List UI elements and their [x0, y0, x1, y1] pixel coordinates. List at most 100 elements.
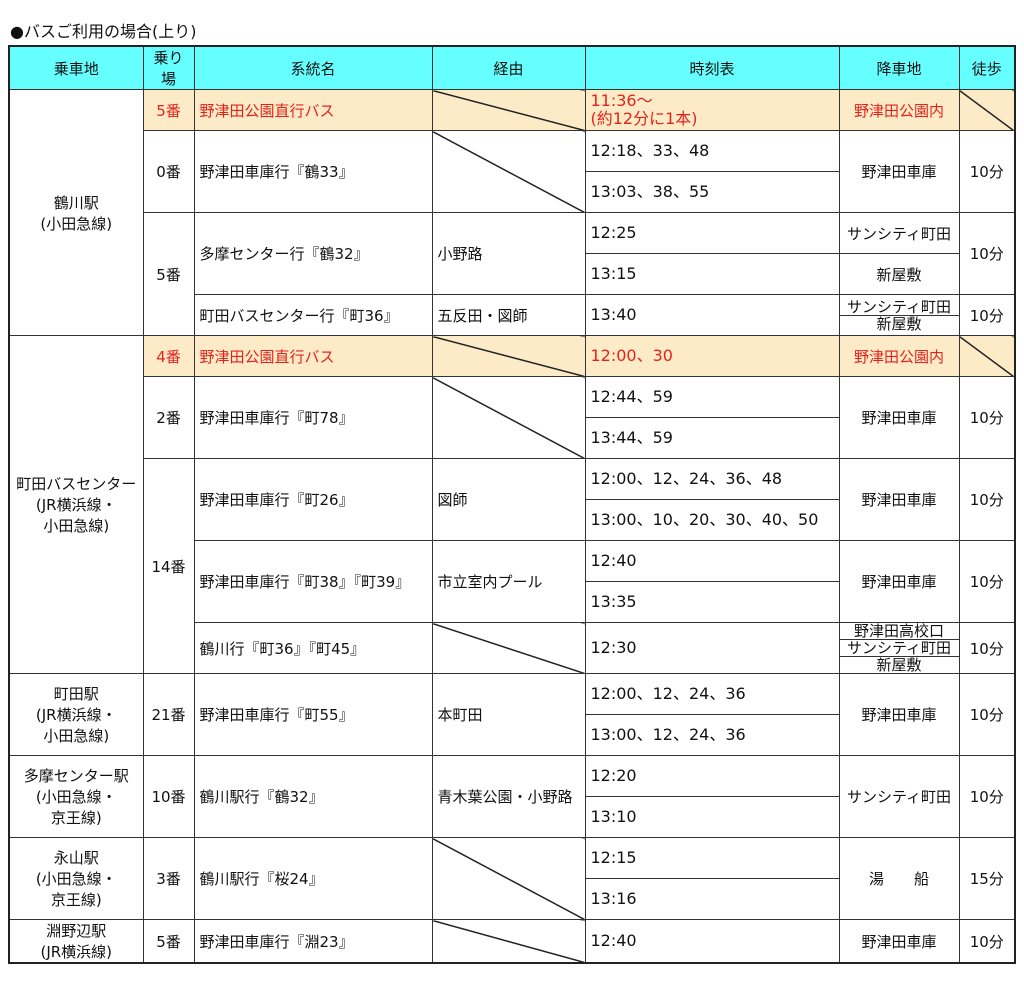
- route-name: 鶴川行『町36』『町45』: [193, 622, 433, 674]
- dropoff-stop: 野津田車庫: [838, 130, 960, 213]
- dropoff-stops: 野津田高校口 サンシティ町田 新屋敷: [838, 622, 960, 674]
- departure-times: 13:15: [584, 253, 840, 295]
- platform-number: 5番: [142, 89, 195, 131]
- via-empty: [431, 335, 586, 377]
- via-stops: 市立室内プール: [431, 540, 586, 623]
- dropoff-stop: 野津田車庫: [838, 919, 960, 964]
- platform-number: 2番: [142, 376, 195, 459]
- dropoff-stop: 野津田公園内: [838, 89, 960, 131]
- walk-time: 10分: [958, 540, 1016, 623]
- route-name: 野津田車庫行『町38』『町39』: [193, 540, 433, 623]
- via-stops: 青木葉公園・小野路: [431, 755, 586, 838]
- dropoff-stop: サンシティ町田: [846, 297, 952, 316]
- table-row: 13:03、38、55: [9, 171, 1015, 213]
- header-row: 乗車地 乗り場 系統名 経由 時刻表 降車地 徒歩: [8, 45, 1016, 90]
- table-row: 町田バスセンター (JR横浜線・ 小田急線) 4番 野津田公園直行バス 12:00、3…: [8, 335, 1016, 674]
- route-name: 多摩センター行『鶴32』: [193, 212, 433, 295]
- departure-times: 12:18、33、48: [584, 130, 840, 172]
- dropoff-stop: サンシティ町田: [840, 639, 958, 656]
- platform-number: 5番: [142, 212, 195, 336]
- departure-times: 13:40: [584, 294, 840, 336]
- departure-times: 12:25: [584, 212, 840, 254]
- walk-time: 10分: [958, 673, 1016, 756]
- column-header: 経由: [431, 45, 586, 90]
- walk-time: 10分: [958, 376, 1016, 459]
- via-empty: [431, 89, 586, 131]
- table-row: 13:00、12、24、36: [9, 714, 1015, 756]
- dropoff-stop: 新屋敷: [840, 314, 958, 332]
- walk-time: 10分: [958, 755, 1016, 838]
- departure-times: 13:00、10、20、30、40、50: [584, 499, 840, 541]
- column-header: 乗り場: [142, 45, 195, 90]
- departure-times: 12:44、59: [584, 376, 840, 418]
- route-name: 鶴川駅行『鶴32』: [193, 755, 433, 838]
- station-name: 永山駅 (小田急線・ 京王線): [8, 837, 144, 920]
- route-name: 野津田車庫行『町55』: [193, 673, 433, 756]
- column-header: 系統名: [193, 45, 433, 90]
- route-name: 野津田公園直行バス: [193, 335, 433, 377]
- column-header: 徒歩: [958, 45, 1016, 90]
- walk-empty: [958, 335, 1016, 377]
- dropoff-stop: 野津田車庫: [838, 540, 960, 623]
- departure-times: 12:30: [584, 622, 840, 674]
- dropoff-stop: 野津田車庫: [838, 458, 960, 541]
- platform-number: 10番: [142, 755, 195, 838]
- table-row: 13:16: [9, 878, 1015, 920]
- bus-timetable: 乗車地 乗り場 系統名 経由 時刻表 降車地 徒歩 鶴川駅 (小田急線) 5番 野津田公園直行バ…: [8, 45, 1016, 964]
- route-name: 野津田車庫行『町78』: [193, 376, 433, 459]
- dropoff-stop: 野津田高校口: [853, 622, 944, 640]
- dropoff-stop: サンシティ町田: [838, 755, 960, 838]
- via-empty: [431, 837, 586, 920]
- table-row: 多摩センター駅 (小田急線・ 京王線) 10番 鶴川駅行『鶴32』 青木葉公園・小野路…: [8, 755, 1016, 838]
- table-row: 鶴川駅 (小田急線) 5番 野津田公園直行バス 11:36～ (約12分に1本) 野津田…: [8, 89, 1016, 336]
- table-row: 14番 野津田車庫行『町26』 図師 12:00、12、24、36、48 野津田車庫 10…: [9, 458, 1016, 674]
- via-stops: 五反田・図師: [431, 294, 586, 336]
- platform-number: 14番: [142, 458, 195, 674]
- walk-time: 10分: [958, 919, 1016, 964]
- page-title: ●バスご利用の場合(上り): [10, 22, 197, 41]
- via-empty: [431, 130, 586, 213]
- departure-times: 12:40: [584, 919, 840, 964]
- table-row: 永山駅 (小田急線・ 京王線) 3番 鶴川駅行『桜24』 12:15 湯 船 15分: [8, 837, 1016, 920]
- station-name: 鶴川駅 (小田急線): [8, 89, 144, 336]
- departure-times: 13:35: [584, 581, 840, 623]
- station-name: 淵野辺駅 (JR横浜線): [8, 919, 144, 964]
- table-row: 町田バスセンター行『町36』 五反田・図師 13:40 サンシティ町田 新屋敷 10分: [9, 294, 1016, 336]
- via-stops: 小野路: [431, 212, 586, 295]
- route-name: 町田バスセンター行『町36』: [193, 294, 433, 336]
- route-name: 鶴川駅行『桜24』: [193, 837, 433, 920]
- walk-time: 10分: [958, 622, 1016, 674]
- dropoff-stop: 湯 船: [838, 837, 960, 920]
- route-name: 野津田車庫行『町26』: [193, 458, 433, 541]
- via-empty: [431, 919, 586, 964]
- route-name: 野津田公園直行バス: [193, 89, 433, 131]
- table-row: 野津田車庫行『町38』『町39』 市立室内プール 12:40 野津田車庫 10分: [9, 540, 1016, 623]
- departure-times: 13:10: [584, 796, 840, 838]
- column-header: 降車地: [838, 45, 960, 90]
- via-empty: [431, 622, 586, 674]
- platform-number: 0番: [142, 130, 195, 213]
- platform-number: 5番: [142, 919, 195, 964]
- departure-times: 13:16: [584, 878, 840, 920]
- dropoff-stop: 新屋敷: [840, 656, 958, 673]
- platform-number: 4番: [142, 335, 195, 377]
- dropoff-stop: 新屋敷: [838, 253, 960, 295]
- walk-empty: [958, 89, 1016, 131]
- walk-time: 10分: [958, 130, 1016, 213]
- departure-times: 12:40: [584, 540, 840, 582]
- table-row: 淵野辺駅 (JR横浜線) 5番 野津田車庫行『淵23』 12:40 野津田車庫 10分: [8, 919, 1016, 964]
- table-row: 5番 多摩センター行『鶴32』 小野路 12:25 サンシティ町田 10分: [9, 212, 1016, 336]
- walk-time: 15分: [958, 837, 1016, 920]
- platform-number: 3番: [142, 837, 195, 920]
- route-name: 野津田車庫行『淵23』: [193, 919, 433, 964]
- dropoff-stop: 野津田車庫: [838, 673, 960, 756]
- via-empty: [431, 376, 586, 459]
- departure-times: 13:03、38、55: [584, 171, 840, 213]
- departure-times: 12:20: [584, 755, 840, 797]
- station-name: 町田バスセンター (JR横浜線・ 小田急線): [8, 335, 144, 674]
- dropoff-stop: 野津田車庫: [838, 376, 960, 459]
- departure-times: 12:00、12、24、36、48: [584, 458, 840, 500]
- walk-time: 10分: [958, 458, 1016, 541]
- via-stops: 本町田: [431, 673, 586, 756]
- station-name: 多摩センター駅 (小田急線・ 京王線): [8, 755, 144, 838]
